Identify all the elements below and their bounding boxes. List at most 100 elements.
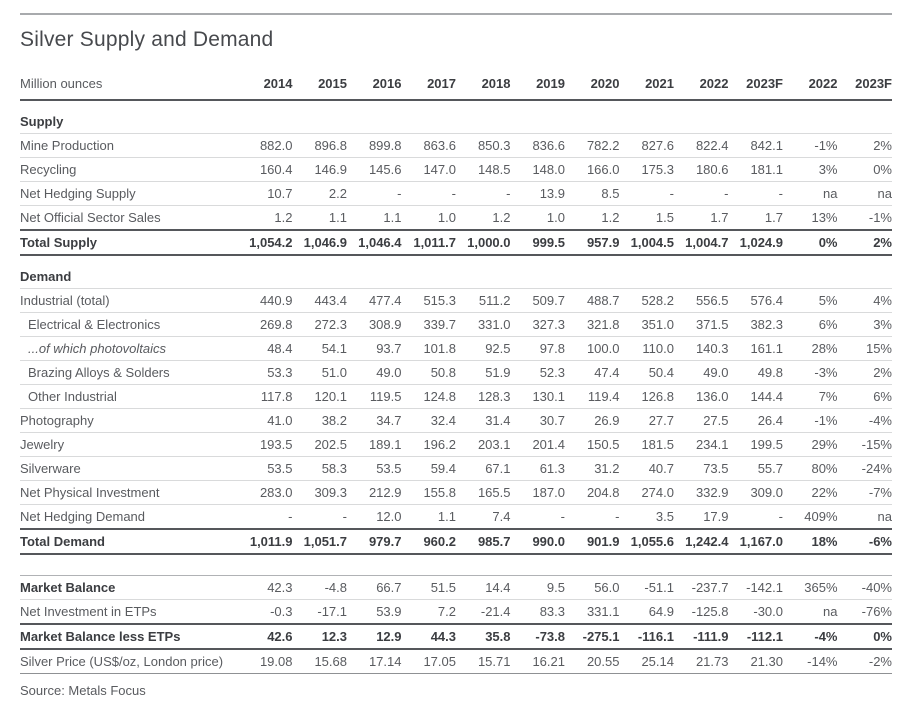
- value-cell: 443.4: [292, 288, 347, 313]
- value-cell: 49.8: [728, 360, 783, 385]
- value-cell: 203.1: [456, 432, 511, 457]
- value-cell: 21.73: [674, 649, 729, 674]
- table-row: Market Balance 42.3 -4.8 66.7 51.5 14.4 9.5 56.…: [20, 575, 892, 600]
- value-cell: 576.4: [728, 288, 783, 313]
- value-cell: 509.7: [510, 288, 565, 313]
- table-row: Industrial (total) 440.9 443.4 477.4 515.3 51…: [20, 288, 892, 313]
- value-cell: 61.3: [510, 456, 565, 481]
- value-cell: -125.8: [674, 599, 729, 625]
- value-cell: 6%: [783, 312, 838, 337]
- value-cell: 148.5: [456, 157, 511, 182]
- value-cell: 7.4: [456, 504, 511, 530]
- table-row: Total Demand 1,011.9 1,051.7 979.7 960.2 985.…: [20, 528, 892, 555]
- spacer-cell: [20, 554, 892, 576]
- value-cell: 6%: [837, 384, 892, 409]
- value-cell: 440.9: [238, 288, 293, 313]
- value-cell: 309.3: [292, 480, 347, 505]
- value-cell: 382.3: [728, 312, 783, 337]
- unit-label: Million ounces: [20, 72, 238, 101]
- value-cell: 34.7: [347, 408, 402, 433]
- value-cell: 1,011.9: [238, 528, 293, 555]
- value-cell: 165.5: [456, 480, 511, 505]
- value-cell: -142.1: [728, 575, 783, 600]
- value-cell: 1,242.4: [674, 528, 729, 555]
- value-cell: 31.2: [565, 456, 620, 481]
- value-cell: 882.0: [238, 133, 293, 158]
- value-cell: 50.8: [401, 360, 456, 385]
- value-cell: 365%: [783, 575, 838, 600]
- value-cell: -76%: [837, 599, 892, 625]
- value-cell: 309.0: [728, 480, 783, 505]
- value-cell: 147.0: [401, 157, 456, 182]
- value-cell: 13.9: [510, 181, 565, 206]
- value-cell: 66.7: [347, 575, 402, 600]
- value-cell: 4%: [837, 288, 892, 313]
- value-cell: -51.1: [619, 575, 674, 600]
- value-cell: 53.5: [238, 456, 293, 481]
- column-header: 2016: [347, 72, 402, 101]
- table-head: Million ounces 2014 2015 2016 2017 2018 2019 2…: [20, 72, 892, 101]
- value-cell: 15%: [837, 336, 892, 361]
- column-header: 2020: [565, 72, 620, 101]
- value-cell: -0.3: [238, 599, 293, 625]
- table-row: Electrical & Electronics 269.8 272.3 308.9 3…: [20, 312, 892, 337]
- value-cell: 26.9: [565, 408, 620, 433]
- row-label: Brazing Alloys & Solders: [20, 360, 238, 385]
- value-cell: -: [510, 504, 565, 530]
- value-cell: 18%: [783, 528, 838, 555]
- value-cell: 48.4: [238, 336, 293, 361]
- row-label: Industrial (total): [20, 288, 238, 313]
- table-row: Mine Production 882.0 896.8 899.8 863.6 850.3…: [20, 133, 892, 158]
- spacer-row: [20, 554, 892, 576]
- value-cell: 1,011.7: [401, 229, 456, 256]
- value-cell: 3%: [837, 312, 892, 337]
- value-cell: 1.1: [401, 504, 456, 530]
- value-cell: 64.9: [619, 599, 674, 625]
- value-cell: 1,051.7: [292, 528, 347, 555]
- value-cell: 0%: [783, 229, 838, 256]
- value-cell: 92.5: [456, 336, 511, 361]
- value-cell: 51.9: [456, 360, 511, 385]
- value-cell: 274.0: [619, 480, 674, 505]
- table-row: Recycling 160.4 146.9 145.6 147.0 148.5 148.0 1…: [20, 157, 892, 182]
- value-cell: -: [347, 181, 402, 206]
- section-label: Demand: [20, 255, 892, 289]
- value-cell: 175.3: [619, 157, 674, 182]
- value-cell: 2%: [837, 133, 892, 158]
- value-cell: 50.4: [619, 360, 674, 385]
- value-cell: 1,024.9: [728, 229, 783, 256]
- value-cell: -275.1: [565, 623, 620, 650]
- value-cell: 38.2: [292, 408, 347, 433]
- value-cell: 28%: [783, 336, 838, 361]
- value-cell: 896.8: [292, 133, 347, 158]
- value-cell: 2%: [837, 360, 892, 385]
- value-cell: 56.0: [565, 575, 620, 600]
- value-cell: 960.2: [401, 528, 456, 555]
- value-cell: -1%: [783, 408, 838, 433]
- row-label: Other Industrial: [20, 384, 238, 409]
- value-cell: 331.0: [456, 312, 511, 337]
- value-cell: 160.4: [238, 157, 293, 182]
- value-cell: 1,046.4: [347, 229, 402, 256]
- value-cell: 126.8: [619, 384, 674, 409]
- value-cell: -: [401, 181, 456, 206]
- value-cell: 8.5: [565, 181, 620, 206]
- value-cell: 12.9: [347, 623, 402, 650]
- value-cell: 101.8: [401, 336, 456, 361]
- value-cell: -116.1: [619, 623, 674, 650]
- value-cell: -30.0: [728, 599, 783, 625]
- value-cell: 22%: [783, 480, 838, 505]
- value-cell: 27.7: [619, 408, 674, 433]
- table-row: Silver Price (US$/oz, London price) 19.08…: [20, 649, 892, 674]
- value-cell: 155.8: [401, 480, 456, 505]
- value-cell: 1.2: [565, 205, 620, 231]
- page-title: Silver Supply and Demand: [20, 28, 274, 51]
- value-cell: 1.2: [238, 205, 293, 231]
- value-cell: 332.9: [674, 480, 729, 505]
- value-cell: -4.8: [292, 575, 347, 600]
- value-cell: -112.1: [728, 623, 783, 650]
- value-cell: 477.4: [347, 288, 402, 313]
- value-cell: 2%: [837, 229, 892, 256]
- value-cell: -: [728, 504, 783, 530]
